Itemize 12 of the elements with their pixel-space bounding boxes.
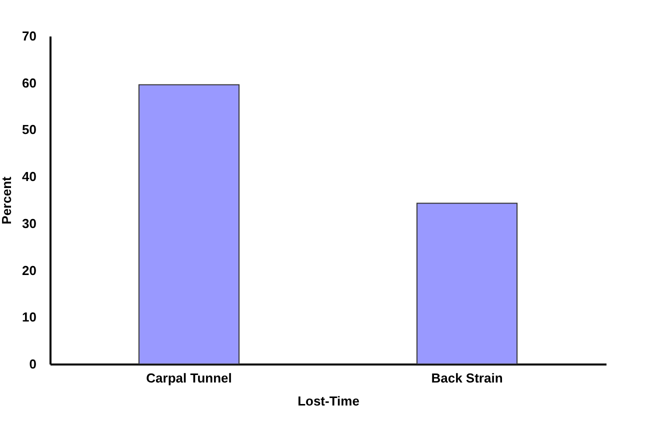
x-axis-title: Lost-Time: [298, 394, 360, 408]
y-axis-title: Percent: [0, 176, 14, 224]
y-tick-label: 60: [22, 75, 36, 90]
y-tick-label: 0: [29, 356, 36, 372]
x-tick-label: Carpal Tunnel: [146, 370, 232, 386]
y-tick-label: 10: [22, 310, 36, 325]
y-tick-label: 20: [22, 262, 36, 278]
y-tick-label: 40: [22, 169, 36, 184]
y-tick-label: 50: [22, 122, 36, 138]
y-tick-label: 30: [22, 216, 36, 231]
x-tick-label: Back Strain: [431, 370, 503, 386]
y-tick-label: 70: [22, 28, 36, 44]
